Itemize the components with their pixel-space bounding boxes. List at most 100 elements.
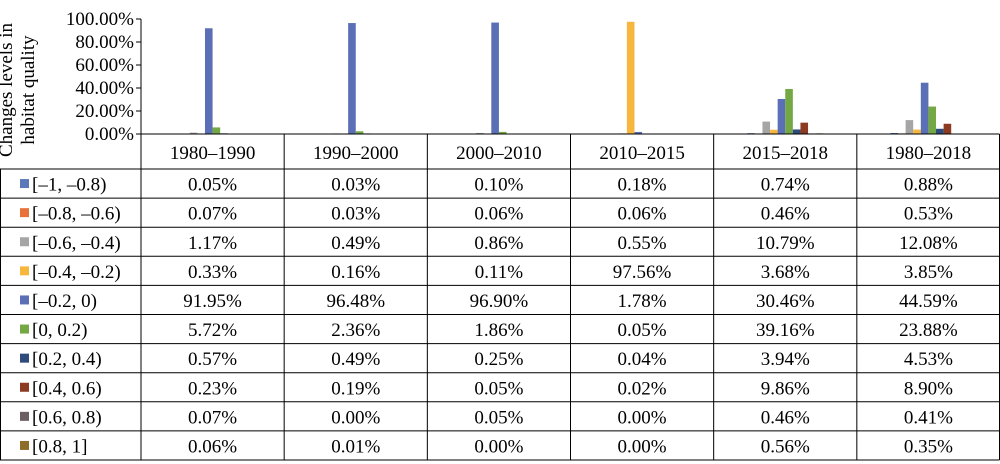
data-label: 1.86% — [474, 320, 523, 341]
data-label: 2.36% — [331, 320, 380, 341]
y-tick-label: 40.00% — [75, 78, 134, 99]
bar-6-2 — [355, 131, 364, 134]
x-category-label: 2010–2015 — [599, 143, 685, 164]
data-label: 0.00% — [331, 407, 380, 428]
legend-swatch — [20, 266, 29, 276]
data-label: 0.33% — [188, 262, 237, 283]
data-label: 91.95% — [183, 291, 242, 312]
data-label: 0.88% — [904, 175, 953, 196]
x-category-label: 2015–2018 — [743, 143, 829, 164]
x-category-label: 1980–2018 — [886, 143, 972, 164]
legend-swatch — [20, 353, 29, 363]
bar-5-2 — [348, 23, 356, 134]
legend-label: [0.4, 0.6) — [32, 378, 102, 399]
data-label: 0.04% — [618, 349, 667, 370]
legend-label: [0.6, 0.8) — [32, 407, 102, 428]
bar-5-3 — [491, 22, 499, 134]
data-label: 3.68% — [761, 262, 810, 283]
data-label: 1.78% — [618, 291, 667, 312]
data-label: 0.05% — [474, 378, 523, 399]
legend-label: [–0.6, –0.4) — [32, 233, 121, 254]
data-label: 12.08% — [899, 233, 958, 254]
bar-3-1 — [189, 132, 198, 134]
x-category-label: 2000–2010 — [456, 143, 542, 164]
legend-swatch — [20, 208, 29, 218]
data-label: 0.55% — [618, 233, 667, 254]
bar-6-3 — [498, 131, 507, 134]
data-label: 0.07% — [188, 407, 237, 428]
bar-7-5 — [792, 129, 801, 134]
data-label: 0.57% — [188, 349, 237, 370]
data-label: 5.72% — [188, 320, 237, 341]
legend-swatch — [20, 324, 29, 334]
data-label: 0.00% — [474, 436, 523, 457]
bar-8-5 — [800, 122, 809, 134]
y-tick-label: 0.00% — [85, 124, 134, 145]
legend-swatch — [20, 382, 29, 392]
data-label: 9.86% — [761, 378, 810, 399]
bar-6-1 — [212, 127, 221, 134]
data-label: 0.05% — [474, 407, 523, 428]
data-label: 0.03% — [331, 204, 380, 225]
data-label: 0.41% — [904, 407, 953, 428]
data-label: 0.06% — [474, 204, 523, 225]
x-category-label: 1980–1990 — [170, 143, 256, 164]
bar-3-6 — [905, 120, 914, 134]
data-label: 0.19% — [331, 378, 380, 399]
legend-label: [–0.8, –0.6) — [32, 204, 121, 225]
legend-swatch — [20, 295, 29, 305]
bar-1-6 — [890, 132, 899, 134]
y-tick-label: 20.00% — [75, 101, 134, 122]
data-label: 0.07% — [188, 204, 237, 225]
data-label: 0.11% — [475, 262, 524, 283]
bar-5-6 — [920, 82, 929, 134]
x-category-label: 1990–2000 — [313, 143, 399, 164]
data-label: 0.03% — [331, 175, 380, 196]
data-label: 0.06% — [618, 204, 667, 225]
data-label: 0.18% — [618, 175, 667, 196]
bar-3-5 — [762, 121, 771, 134]
data-label: 1.17% — [188, 233, 237, 254]
y-tick-label: 80.00% — [75, 32, 134, 53]
legend-swatch — [20, 440, 29, 450]
legend-swatch — [20, 411, 29, 421]
data-label: 0.49% — [331, 349, 380, 370]
data-label: 96.90% — [470, 291, 529, 312]
data-label: 0.25% — [474, 349, 523, 370]
legend-swatch — [20, 179, 29, 189]
data-label: 30.46% — [756, 291, 815, 312]
data-label: 0.00% — [618, 436, 667, 457]
data-label: 0.56% — [761, 436, 810, 457]
bar-6-6 — [928, 106, 937, 134]
bar-5-1 — [204, 28, 213, 134]
data-label: 0.00% — [618, 407, 667, 428]
data-label: 0.86% — [474, 233, 523, 254]
legend-label: [–0.2, 0) — [32, 291, 97, 312]
data-label: 4.53% — [904, 349, 953, 370]
data-label: 0.10% — [474, 175, 523, 196]
data-label: 97.56% — [613, 262, 672, 283]
y-tick-label: 60.00% — [75, 55, 134, 76]
data-label: 0.05% — [618, 320, 667, 341]
data-label: 39.16% — [756, 320, 815, 341]
legend-label: [0.2, 0.4) — [32, 349, 102, 370]
bar-7-6 — [936, 128, 944, 134]
bar-5-5 — [777, 98, 786, 134]
data-label: 0.49% — [331, 233, 380, 254]
data-label: 10.79% — [756, 233, 815, 254]
legend-label: [0.8, 1] — [32, 436, 87, 457]
legend-swatch — [20, 237, 29, 247]
data-label: 0.46% — [761, 407, 810, 428]
y-tick-label: 100.00% — [66, 9, 134, 30]
bar-8-6 — [943, 123, 952, 134]
data-label: 96.48% — [326, 291, 385, 312]
bar-4-5 — [770, 129, 778, 134]
data-label: 0.02% — [618, 378, 667, 399]
data-label: 0.01% — [331, 436, 380, 457]
data-label: 3.85% — [904, 262, 953, 283]
data-label: 0.74% — [761, 175, 810, 196]
bar-4-4 — [626, 21, 635, 134]
data-label: 0.35% — [904, 436, 953, 457]
legend-label: [–0.4, –0.2) — [32, 262, 121, 283]
